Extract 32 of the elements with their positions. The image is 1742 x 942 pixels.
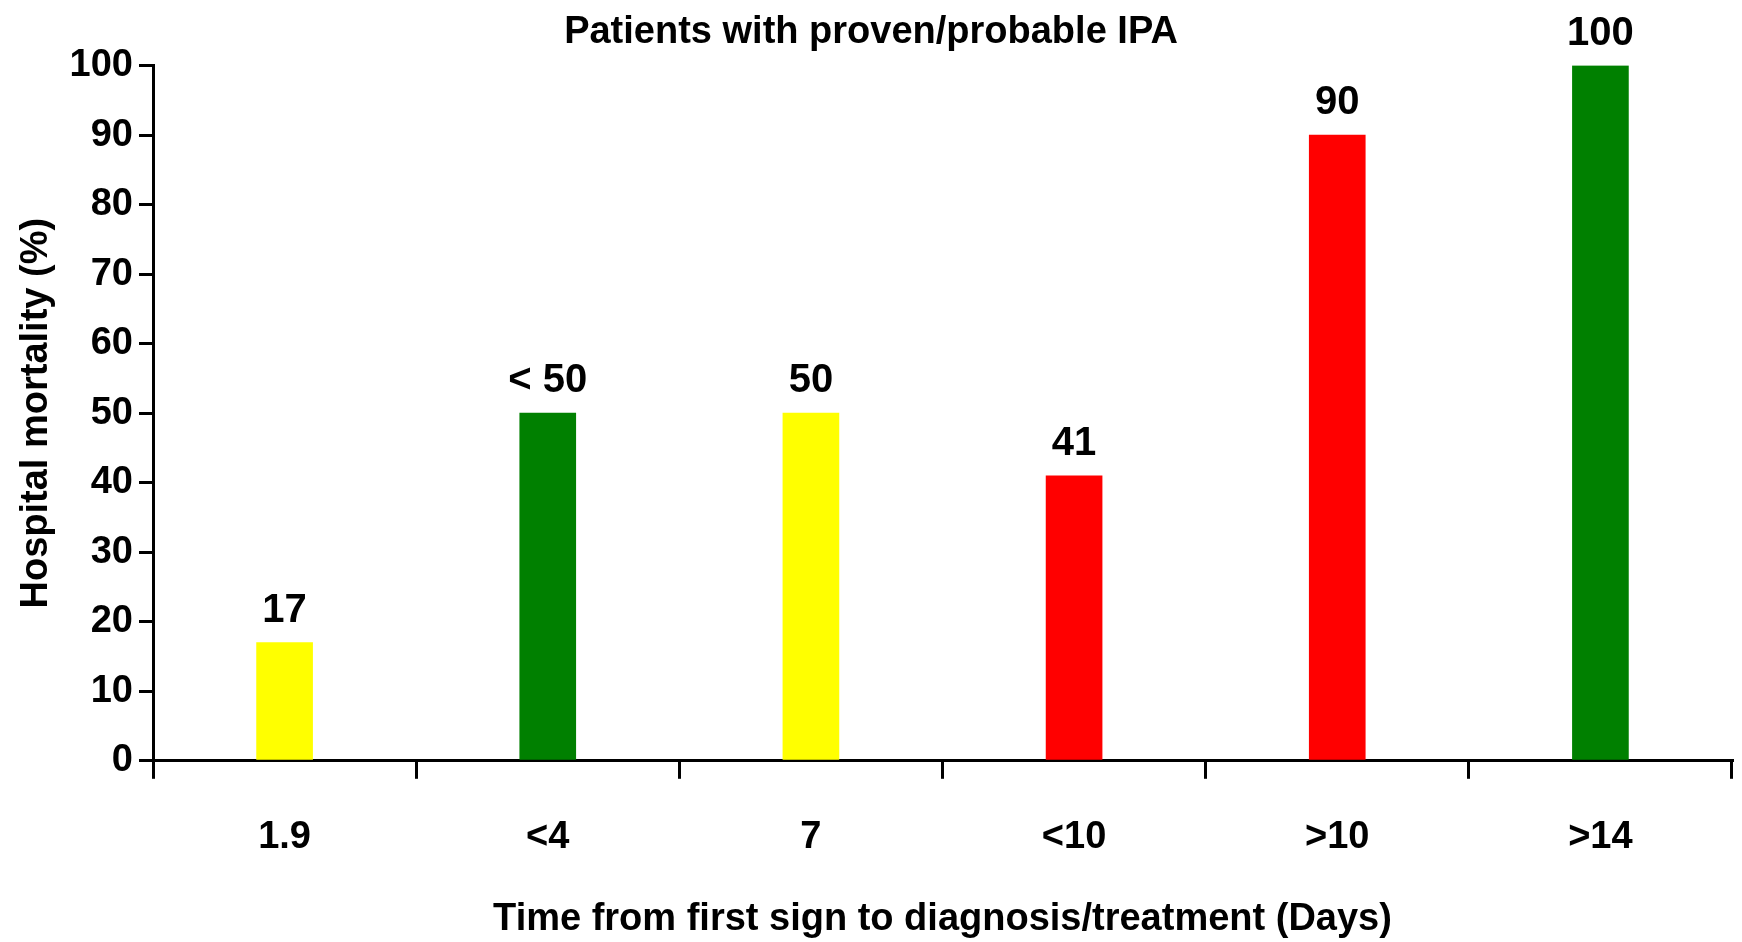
y-tick-label: 60 [90,320,133,363]
x-tick-label: <4 [526,814,570,857]
data-label: 50 [788,356,834,401]
y-tick-label: 90 [90,111,133,154]
y-tick-label: 100 [69,42,133,85]
x-tick-label: >10 [1305,814,1370,857]
y-axis-title: Hospital mortality (%) [13,217,56,609]
bar [1308,134,1366,760]
bar [519,412,577,760]
data-label: 17 [262,585,307,630]
x-tick-label: >14 [1568,814,1633,857]
y-tick-label: 30 [90,528,133,571]
data-label: 100 [1567,8,1634,53]
y-tick-label: 50 [90,389,133,432]
bar [782,412,840,760]
bar [1045,475,1103,760]
y-tick-label: 80 [90,181,133,224]
data-label: 41 [1051,418,1097,463]
bar [256,642,313,760]
y-tick-label: 10 [90,667,133,710]
y-tick-label: 40 [90,459,133,502]
y-tick-label: 20 [90,598,133,641]
y-tick-label: 70 [90,250,133,293]
bar [1572,65,1629,760]
chart-title: Patients with proven/probable IPA [564,9,1178,52]
x-tick-label: <10 [1041,814,1107,857]
x-axis-title: Time from first sign to diagnosis/treatment (Days) [493,895,1392,938]
x-tick-label: 1.9 [258,814,311,857]
data-label: 90 [1315,78,1360,123]
data-label: < 50 [508,356,588,401]
x-tick-label: 7 [800,814,822,857]
y-tick-label: 0 [111,737,133,780]
